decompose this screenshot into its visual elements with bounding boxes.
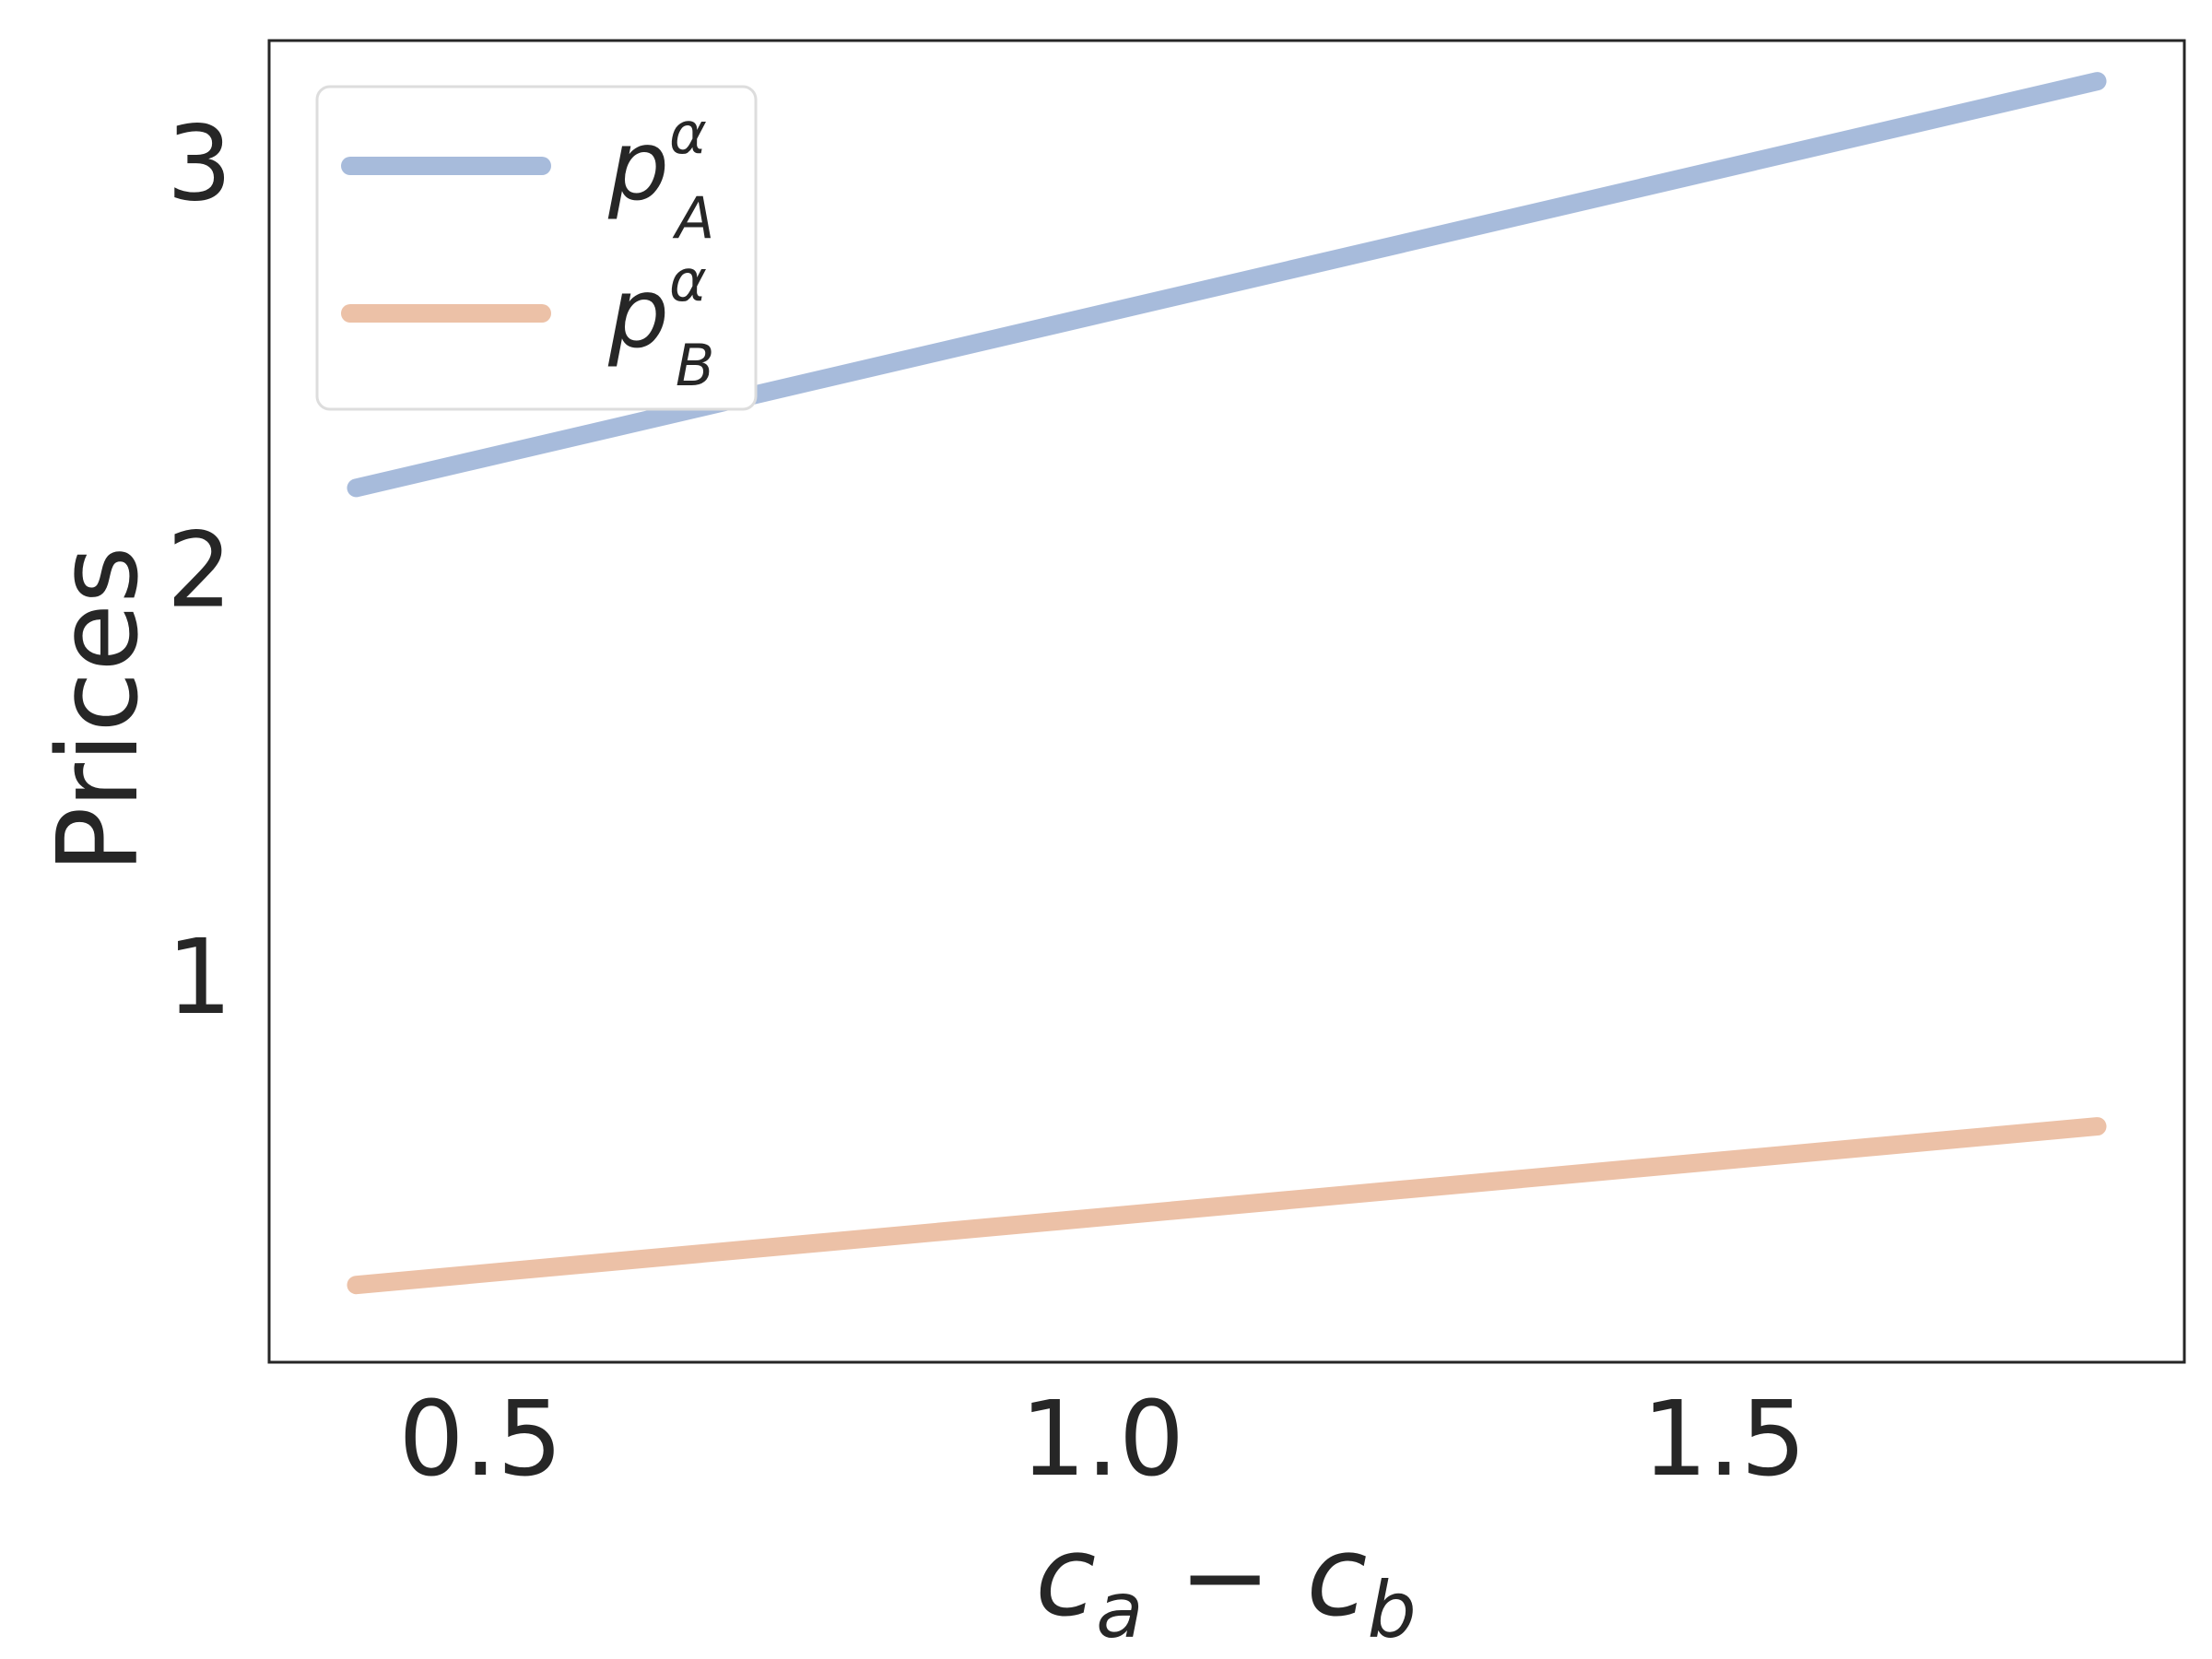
y-tick-label: 3 <box>167 104 232 224</box>
x-tick-label: 1.5 <box>1642 1380 1806 1500</box>
legend-label-pb: pα B <box>607 247 714 399</box>
series-layer <box>347 72 2107 1295</box>
x-axis-label: ca − cb <box>1035 1513 1417 1655</box>
legend-label-pa: pα A <box>607 100 714 252</box>
legend: pα A pα B <box>315 85 758 411</box>
x-tick-label: 1.0 <box>1020 1380 1184 1500</box>
y-tick-label: 1 <box>167 918 232 1038</box>
y-axis-label: Prices <box>35 546 163 873</box>
series-line-0 <box>347 72 2107 498</box>
x-tick-label: 0.5 <box>398 1380 562 1500</box>
y-tick-label: 2 <box>167 512 232 631</box>
y-tick-labels: 1 2 3 <box>167 104 232 1037</box>
x-tick-labels: 0.5 1.0 1.5 <box>398 1380 1806 1500</box>
series-line-1 <box>347 1117 2107 1295</box>
